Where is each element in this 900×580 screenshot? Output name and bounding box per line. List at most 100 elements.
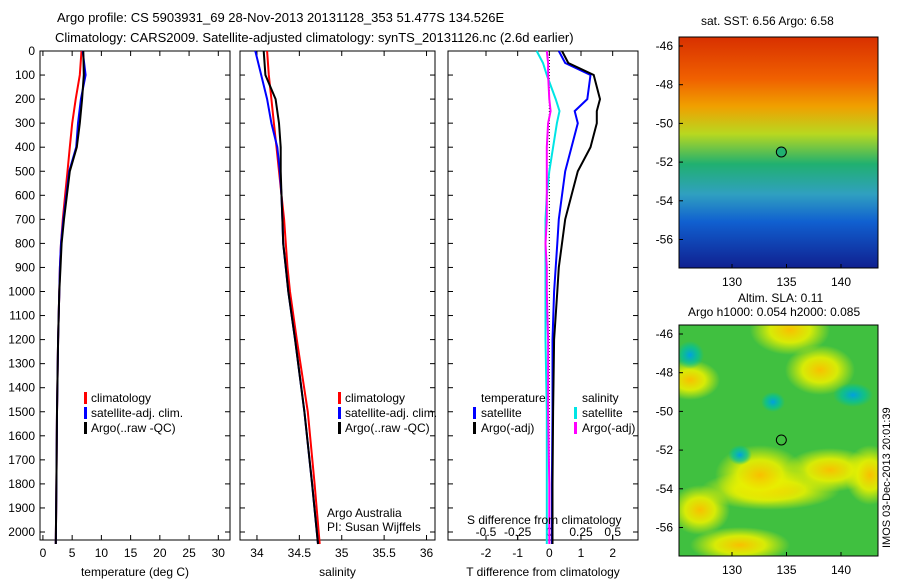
plot-frame <box>39 50 231 541</box>
x-tick-label: 10 <box>95 546 109 560</box>
y-tick-label: 1200 <box>8 333 35 347</box>
y-tick-label: 0 <box>28 44 35 58</box>
lon-tick-label: 140 <box>831 563 851 577</box>
lat-tick-label: -48 <box>656 78 674 92</box>
annotation-argo-australia: Argo Australia <box>327 506 402 520</box>
imos-timestamp: IMOS 03-Dec-2013 20:01:39 <box>881 407 893 548</box>
plot-frame <box>239 50 436 541</box>
y-tick-label: 1800 <box>8 477 35 491</box>
y-tick-label: 400 <box>15 140 35 154</box>
y-tick-label: 1900 <box>8 501 35 515</box>
x-tick-label: 34 <box>250 546 264 560</box>
lon-tick-label: 140 <box>831 275 851 289</box>
series-line-temperature-satellite <box>550 50 592 544</box>
sst-map-axes: 130 135 140 -46 -48 -50 -52 -54 -56 <box>656 39 852 289</box>
lat-tick-label: -46 <box>656 39 674 53</box>
lat-tick-label: -50 <box>656 116 674 130</box>
y-tick-label: 200 <box>15 92 35 106</box>
salinity-legend: climatology satellite-adj. clim. Argo(..… <box>327 391 437 534</box>
y-tick-label: 700 <box>15 212 35 226</box>
y-tick-label: 1300 <box>8 357 35 371</box>
s-difference-label: S difference from climatology <box>467 513 622 527</box>
sla-map-title-2: Argo h1000: 0.054 h2000: 0.085 <box>688 305 860 319</box>
lat-tick-label: -48 <box>656 366 674 380</box>
x-tick-label: 0 <box>40 546 47 560</box>
y-tick-label: 500 <box>15 164 35 178</box>
lon-tick-label: 135 <box>776 275 796 289</box>
sla-map <box>679 325 878 556</box>
lon-tick-label: 135 <box>776 563 796 577</box>
x-tick-label: 5 <box>69 546 76 560</box>
x-tick-label: 30 <box>212 546 226 560</box>
lon-tick-label: 130 <box>722 563 742 577</box>
x2-tick-label: 0.5 <box>604 525 621 539</box>
difference-panel: -2 -1 0 1 2 T difference from climatology -0.5… <box>447 50 639 579</box>
y-tick-label: 1700 <box>8 453 35 467</box>
sla-map-axes: 130 135 140 -46 -48 -50 -52 -54 -56 <box>656 327 852 577</box>
y-tick-label: 900 <box>15 260 35 274</box>
legend-t-satellite: satellite <box>481 406 522 420</box>
x2-tick-label: -0.5 <box>476 525 497 539</box>
difference-legend: temperature salinity satellite Argo(-adj… <box>467 391 635 527</box>
lon-tick-label: 130 <box>722 275 742 289</box>
x-tick-label: 36 <box>420 546 434 560</box>
legend-climatology: climatology <box>345 391 405 405</box>
x-tick-label: 25 <box>182 546 196 560</box>
lat-tick-label: -54 <box>656 482 674 496</box>
legend-s-argo: Argo(-adj) <box>582 421 635 435</box>
y-tick-label: 1600 <box>8 429 35 443</box>
y-tick-label: 100 <box>15 68 35 82</box>
legend-argo: Argo(..raw -QC) <box>345 421 430 435</box>
lat-tick-label: -50 <box>656 404 674 418</box>
x-tick-label: 2 <box>609 546 616 560</box>
series-line-argo-raw-qc- <box>54 50 85 545</box>
lat-tick-label: -56 <box>656 521 674 535</box>
y-tick-label: 800 <box>15 236 35 250</box>
x-tick-label: 35.5 <box>372 546 396 560</box>
series-line-temperature-argo-adj- <box>551 50 602 544</box>
lat-tick-label: -56 <box>656 233 674 247</box>
temperature-panel: 0100200300400500600700800900100011001200… <box>8 44 231 579</box>
sla-map-title-1: Altim. SLA: 0.11 <box>738 291 823 305</box>
lat-tick-label: -52 <box>656 443 674 457</box>
y-tick-label: 1000 <box>8 285 35 299</box>
argo-position-marker <box>775 146 787 158</box>
temperature-legend: climatology satellite-adj. clim. Argo(..… <box>84 391 183 435</box>
x-axis-label: salinity <box>319 565 356 579</box>
lat-tick-label: -54 <box>656 194 674 208</box>
y-tick-label: 1500 <box>8 405 35 419</box>
x-axis-label: T difference from climatology <box>466 565 620 579</box>
x-tick-label: 34.5 <box>288 546 312 560</box>
y-tick-label: 2000 <box>8 525 35 539</box>
lat-tick-label: -52 <box>656 155 674 169</box>
title-line-1: Argo profile: CS 5903931_69 28-Nov-2013 … <box>57 10 504 25</box>
series-line-climatology <box>266 50 321 545</box>
y-tick-label: 300 <box>15 116 35 130</box>
legend-title-temperature: temperature <box>481 391 546 405</box>
legend-title-salinity: salinity <box>582 391 619 405</box>
annotation-pi: PI: Susan Wijffels <box>327 520 421 534</box>
lat-tick-label: -46 <box>656 327 674 341</box>
series-line-salinity-argo-adj- <box>544 50 552 544</box>
title-line-2: Climatology: CARS2009. Satellite-adjuste… <box>55 30 574 45</box>
argo-position-marker <box>775 434 787 446</box>
legend-satellite: satellite-adj. clim. <box>91 406 183 420</box>
y-tick-label: 1100 <box>9 309 35 323</box>
x-axis-label: temperature (deg C) <box>81 565 189 579</box>
legend-argo: Argo(..raw -QC) <box>91 421 176 435</box>
x-tick-label: -1 <box>512 546 523 560</box>
y-tick-label: 600 <box>15 188 35 202</box>
x-tick-label: 35 <box>335 546 349 560</box>
x-tick-label: 0 <box>546 546 553 560</box>
sla-map-frame <box>678 324 879 557</box>
plot-frame <box>447 50 639 541</box>
series-line-argo-raw-qc- <box>262 50 319 545</box>
legend-climatology: climatology <box>91 391 151 405</box>
x2-tick-label: 0.25 <box>569 525 593 539</box>
salinity-panel: 34 34.5 35 35.5 36 salinity <box>239 50 436 579</box>
legend-satellite: satellite-adj. clim. <box>345 406 437 420</box>
legend-s-satellite: satellite <box>582 406 623 420</box>
legend-t-argo: Argo(-adj) <box>481 421 534 435</box>
x-tick-label: 20 <box>153 546 167 560</box>
